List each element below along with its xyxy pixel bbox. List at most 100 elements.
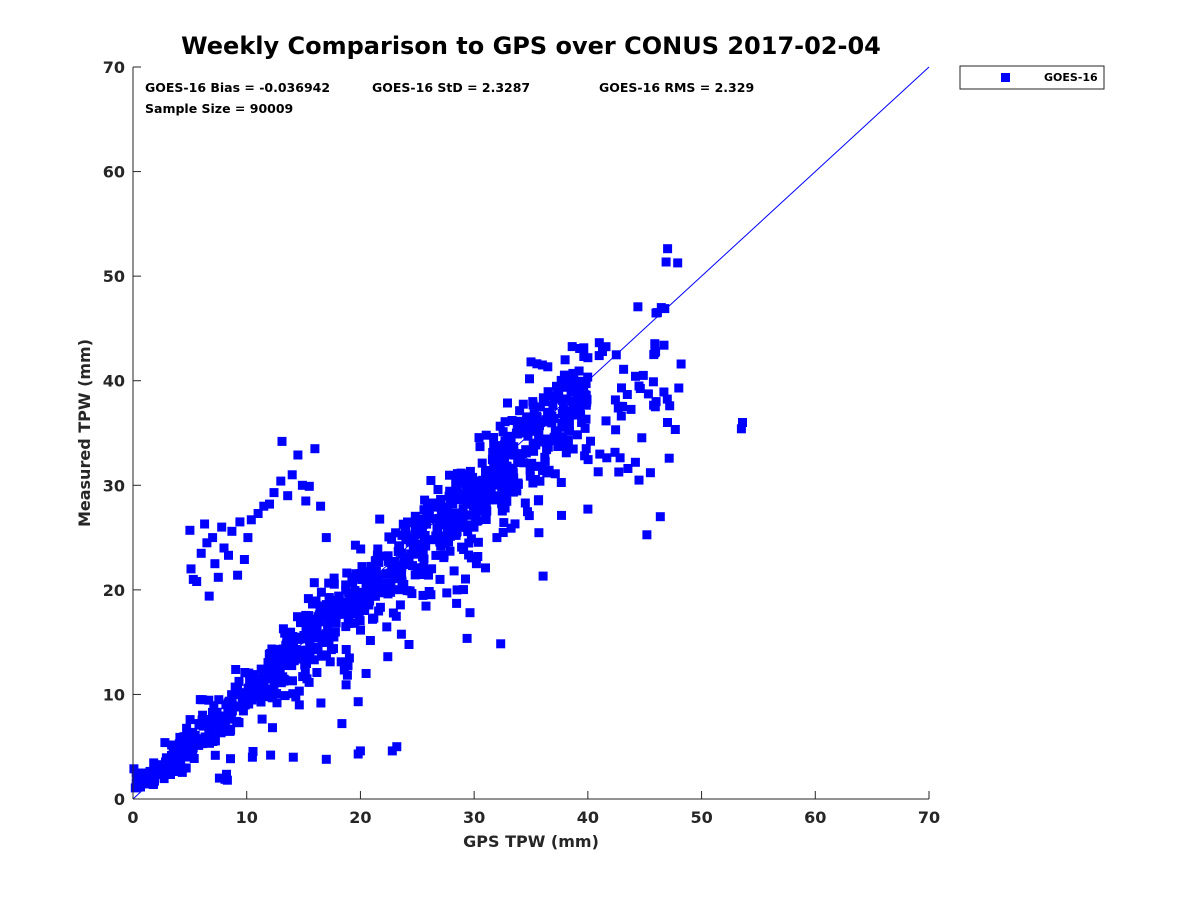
data-point: [342, 670, 352, 680]
data-point: [572, 430, 582, 440]
data-point: [580, 451, 590, 461]
legend-marker: [1001, 73, 1010, 82]
data-point: [634, 475, 644, 485]
data-point: [615, 453, 625, 463]
data-point: [230, 682, 240, 692]
data-point: [673, 258, 683, 268]
data-point: [417, 570, 427, 579]
data-point: [427, 564, 437, 574]
data-point: [227, 690, 237, 700]
data-point: [302, 653, 311, 663]
data-point: [529, 438, 539, 448]
data-point: [150, 776, 159, 786]
data-point: [283, 661, 292, 670]
legend-label: GOES-16: [1044, 71, 1098, 84]
data-point: [650, 339, 660, 349]
data-point: [215, 715, 225, 725]
data-point: [580, 423, 590, 433]
data-point: [177, 767, 187, 777]
data-point: [535, 402, 545, 412]
data-point: [450, 508, 460, 518]
data-point: [395, 600, 405, 610]
data-point: [356, 587, 366, 597]
data-point: [220, 718, 230, 728]
data-point: [159, 760, 169, 770]
data-point: [534, 437, 544, 447]
data-point: [325, 657, 335, 667]
data-point: [461, 574, 470, 584]
data-point: [528, 478, 538, 488]
data-point: [399, 553, 409, 563]
data-point: [492, 468, 501, 478]
data-point: [623, 464, 633, 473]
data-point: [324, 593, 334, 603]
data-point: [197, 695, 207, 705]
data-point: [253, 509, 263, 518]
data-point: [349, 593, 359, 603]
y-tick-label: 0: [114, 790, 125, 809]
data-point: [316, 501, 326, 511]
data-point: [549, 392, 559, 402]
data-point: [304, 481, 314, 491]
data-point: [478, 475, 488, 485]
data-point: [271, 650, 281, 660]
data-point: [433, 528, 442, 538]
data-point: [361, 669, 371, 678]
data-point: [309, 578, 319, 588]
data-point: [170, 757, 180, 767]
data-point: [458, 504, 468, 514]
data-point: [305, 626, 315, 636]
data-point: [617, 383, 626, 393]
stats-annotation: GOES-16 Bias = -0.036942 GOES-16 StD = 2…: [145, 80, 754, 116]
data-point: [468, 520, 478, 530]
data-point: [231, 665, 241, 674]
data-point: [283, 491, 293, 501]
data-point: [227, 706, 237, 716]
data-point: [210, 736, 220, 746]
data-point: [534, 495, 544, 505]
data-point: [250, 677, 260, 687]
data-point: [505, 481, 515, 491]
data-point: [341, 585, 351, 595]
data-point: [365, 636, 375, 645]
data-point: [482, 506, 492, 516]
data-point: [465, 608, 475, 618]
data-point: [736, 424, 746, 434]
data-point: [497, 477, 507, 487]
data-point: [467, 479, 477, 488]
data-point: [350, 586, 360, 595]
data-point: [276, 678, 286, 688]
data-point: [397, 576, 407, 586]
data-point: [238, 706, 248, 716]
y-tick-label: 60: [103, 163, 125, 182]
data-point: [410, 526, 420, 536]
data-point: [564, 418, 574, 428]
x-tick-label: 50: [690, 808, 712, 827]
data-point: [515, 422, 525, 432]
data-point: [462, 498, 472, 508]
data-point: [583, 504, 593, 514]
data-point: [519, 458, 529, 468]
data-point: [359, 594, 369, 604]
data-point: [261, 674, 271, 684]
y-tick-label: 50: [103, 267, 125, 286]
data-point: [481, 430, 491, 440]
data-point: [664, 453, 674, 463]
data-point: [258, 692, 268, 702]
data-point: [288, 676, 297, 686]
data-point: [384, 556, 393, 566]
data-point: [459, 585, 468, 595]
data-point: [337, 606, 346, 616]
data-point: [419, 505, 429, 515]
data-point: [329, 579, 339, 589]
data-point: [281, 640, 291, 650]
data-point: [522, 412, 532, 422]
data-point: [586, 436, 595, 446]
data-point: [329, 644, 338, 654]
data-point: [542, 468, 552, 478]
data-point: [395, 541, 405, 551]
std-stat: GOES-16 StD = 2.3287: [372, 80, 530, 95]
data-point: [521, 448, 531, 458]
data-point: [410, 511, 420, 521]
legend: GOES-16: [959, 65, 1105, 90]
